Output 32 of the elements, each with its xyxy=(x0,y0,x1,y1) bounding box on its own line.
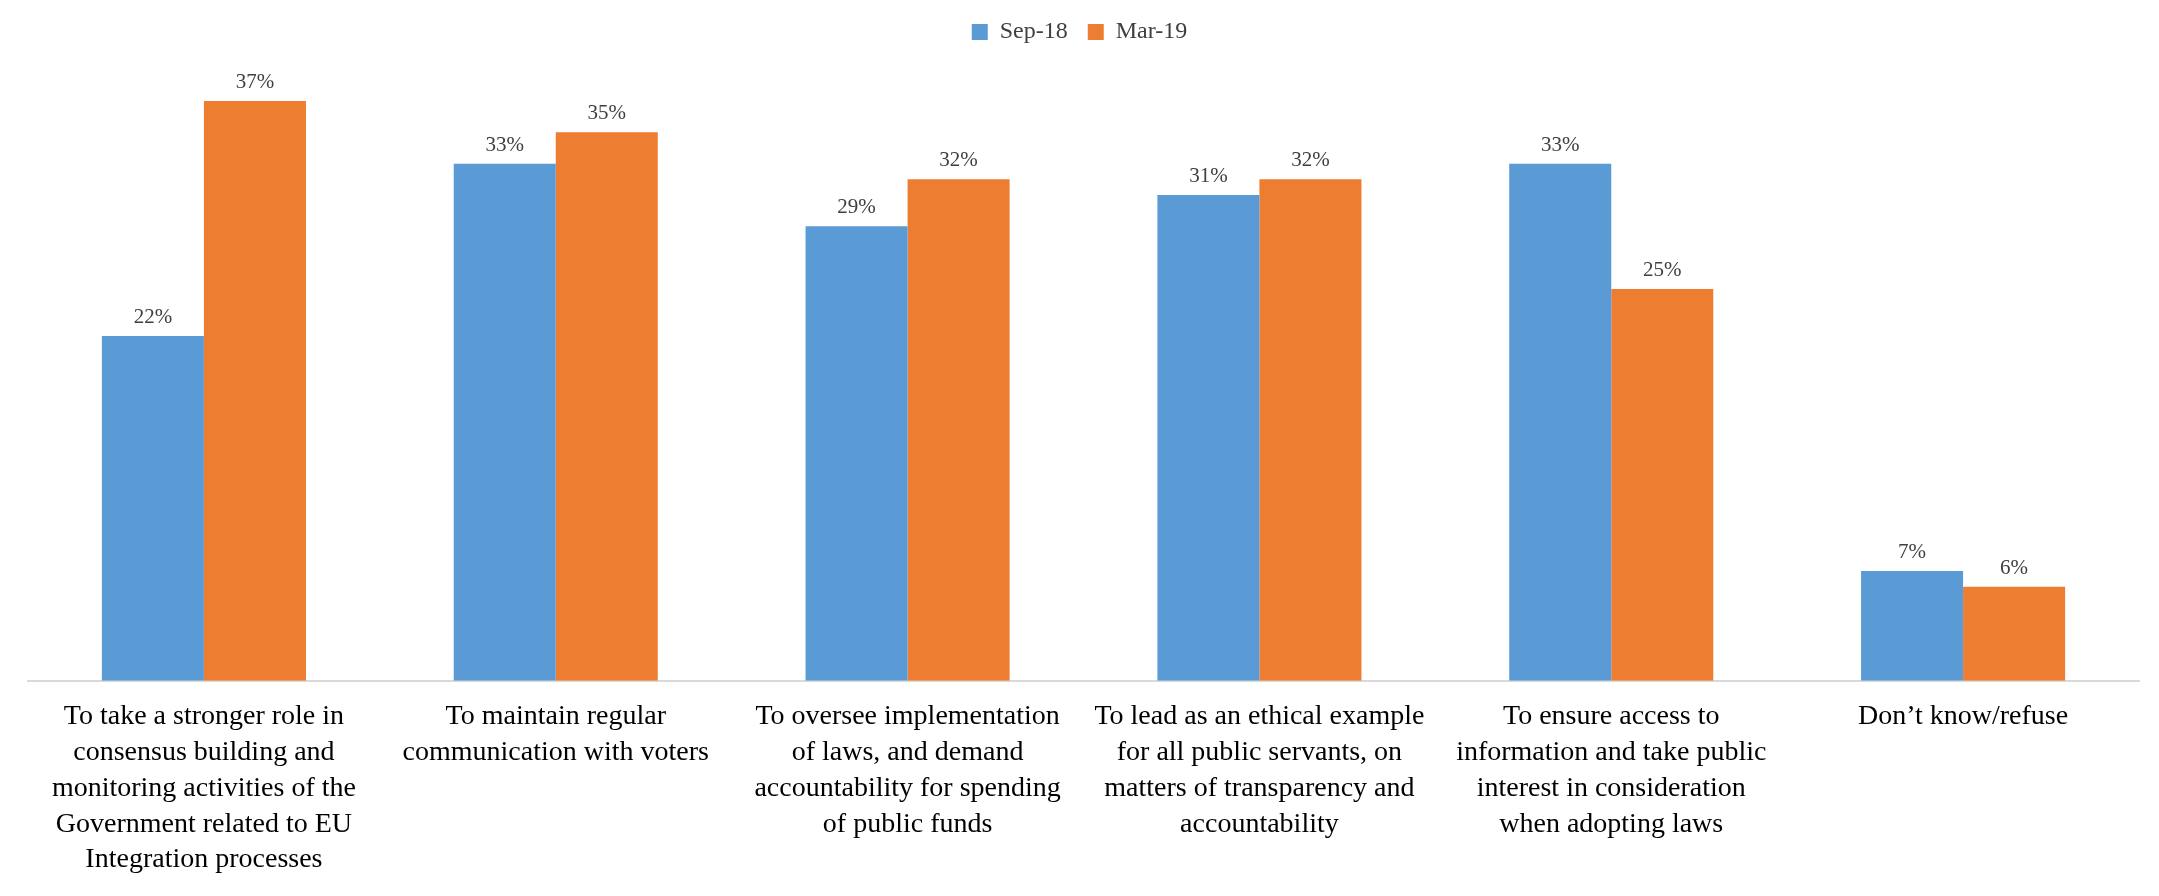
bar xyxy=(1509,163,1612,681)
data-label: 37% xyxy=(235,69,275,94)
x-tick-label: To maintain regular communication with voters xyxy=(402,699,709,766)
data-label: 7% xyxy=(1898,539,1927,564)
legend-label: Sep-18 xyxy=(999,17,1068,44)
bar xyxy=(805,226,908,681)
bar xyxy=(1157,195,1260,681)
data-label: 35% xyxy=(587,100,627,125)
x-tick-label: Don’t know/refuse xyxy=(1857,699,2069,731)
data-label: 33% xyxy=(485,131,524,156)
x-tick-label: To oversee implementation of laws, and demand accountability for spending of public funds xyxy=(754,699,1061,838)
x-tick-label: To ensure access to information and take public interest in consideration when adopting laws xyxy=(1456,699,1767,838)
bar xyxy=(101,336,204,681)
data-label: 33% xyxy=(1540,131,1580,156)
bar xyxy=(1259,179,1362,681)
x-tick-label: To lead as an ethical example for all public servants, on matters of transparency and accountability xyxy=(1094,699,1425,838)
bar xyxy=(453,163,556,681)
bar xyxy=(203,101,306,681)
data-label: 25% xyxy=(1643,257,1682,282)
data-label: 29% xyxy=(837,194,876,219)
bar xyxy=(555,132,658,681)
data-label: 32% xyxy=(939,147,978,172)
data-label: 22% xyxy=(133,304,173,329)
legend-label: Mar-19 xyxy=(1115,17,1188,44)
bar xyxy=(1963,586,2066,681)
data-label: 6% xyxy=(2000,554,2029,579)
bar xyxy=(1861,571,1964,681)
data-label: 31% xyxy=(1189,163,1228,188)
bar xyxy=(1611,289,1714,681)
data-label: 32% xyxy=(1291,147,1330,172)
x-tick-label: To take a stronger role in consensus building and monitoring activities of the Government related to EU Integration processes xyxy=(51,699,356,874)
bar xyxy=(907,179,1010,681)
